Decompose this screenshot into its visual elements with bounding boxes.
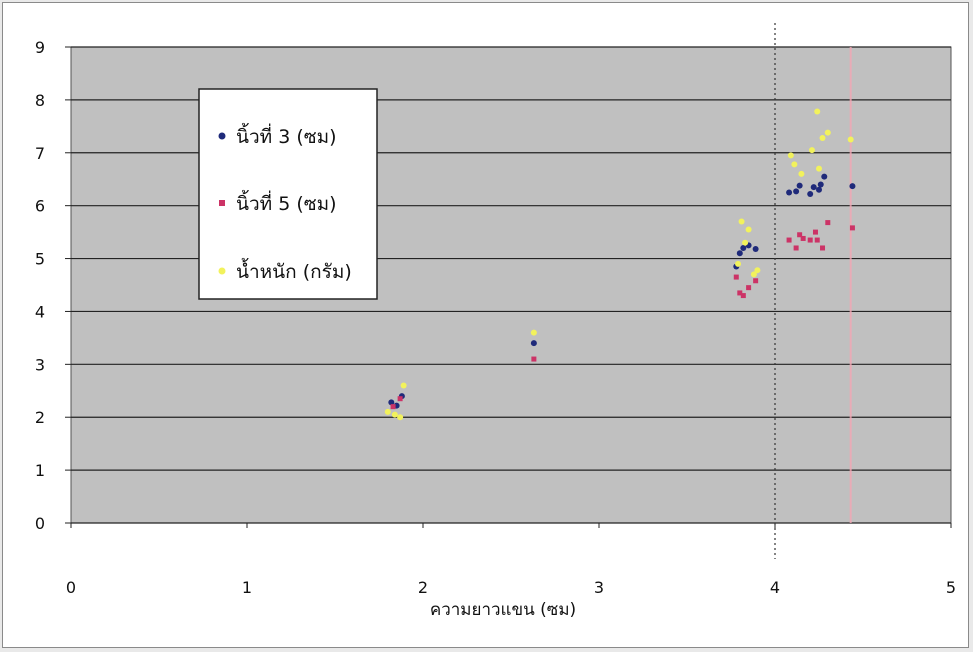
point-series-2-1 [397, 396, 403, 402]
point-series-2-17 [849, 225, 855, 231]
point-series-1-9 [786, 189, 793, 196]
point-series-2-9 [793, 245, 799, 251]
data-points [384, 108, 856, 421]
point-series-3-7 [742, 239, 749, 246]
point-series-1-3 [530, 340, 537, 347]
y-tick-label: 1 [35, 461, 45, 480]
legend-marker-1 [218, 132, 226, 140]
point-series-2-8 [786, 237, 792, 243]
legend: นิ้วที่ 3 (ซม) นิ้วที่ 5 (ซม) น้ำหนัก (กรั… [198, 88, 378, 300]
y-tick-label: 6 [35, 197, 45, 216]
legend-label-3: น้ำหนัก (กรัม) [236, 258, 352, 283]
y-tick-label: 7 [35, 144, 45, 163]
point-series-3-4 [530, 329, 537, 336]
x-tick-label: 0 [66, 578, 76, 597]
point-series-2-16 [825, 220, 831, 226]
point-series-3-19 [847, 136, 854, 143]
point-series-2-0 [390, 404, 396, 410]
point-series-1-13 [810, 184, 817, 191]
point-series-2-12 [807, 237, 813, 243]
point-series-3-17 [819, 134, 826, 141]
legend-marker-3 [218, 267, 226, 275]
y-tick-label: 8 [35, 91, 45, 110]
y-tick-label: 4 [35, 302, 45, 321]
point-series-2-2 [531, 356, 537, 362]
point-series-3-10 [754, 267, 761, 274]
y-tick-label: 2 [35, 408, 45, 427]
scatter-chart: 0 1 2 3 4 5 6 7 8 9 0 1 2 3 4 5 ความยาวแขน (ซม) นิ้วที… [35, 23, 956, 620]
point-series-3-1 [391, 411, 398, 418]
point-series-1-8 [752, 246, 759, 253]
point-series-3-18 [824, 129, 831, 136]
point-series-1-6 [740, 244, 747, 251]
point-series-3-5 [735, 260, 742, 267]
point-series-2-15 [820, 245, 826, 251]
x-tick-label: 3 [594, 578, 604, 597]
point-series-3-15 [814, 108, 821, 115]
point-series-2-3 [733, 274, 739, 280]
y-tick-label: 5 [35, 250, 45, 269]
legend-items: นิ้วที่ 3 (ซม) นิ้วที่ 5 (ซม) น้ำหนัก (กรั… [218, 123, 352, 283]
point-series-3-12 [791, 161, 798, 168]
legend-label-2: นิ้วที่ 5 (ซม) [236, 190, 337, 215]
point-series-3-9 [750, 271, 757, 278]
point-series-3-2 [397, 414, 404, 421]
point-series-3-8 [745, 226, 752, 233]
y-axis-tick-labels: 0 1 2 3 4 5 6 7 8 9 [35, 38, 45, 533]
point-series-3-6 [738, 218, 745, 225]
legend-marker-2 [219, 200, 225, 206]
point-series-1-12 [807, 191, 814, 198]
x-axis-tick-labels: 0 1 2 3 4 5 [66, 578, 956, 597]
point-series-3-0 [384, 408, 391, 415]
point-series-2-14 [814, 237, 820, 243]
x-tick-label: 1 [242, 578, 252, 597]
point-series-1-15 [817, 181, 824, 188]
x-tick-label: 2 [418, 578, 428, 597]
reference-lines [774, 23, 852, 559]
point-series-2-10 [797, 232, 803, 238]
point-series-2-11 [800, 235, 806, 241]
point-series-3-14 [808, 147, 815, 154]
y-tick-label: 0 [35, 514, 45, 533]
point-series-2-13 [812, 229, 818, 235]
x-axis-title: ความยาวแขน (ซม) [430, 600, 576, 620]
point-series-3-3 [400, 382, 407, 389]
point-series-2-7 [753, 278, 759, 284]
point-series-1-5 [736, 250, 743, 257]
point-series-1-14 [816, 186, 822, 193]
point-series-3-16 [816, 165, 822, 172]
x-tick-label: 4 [770, 578, 780, 597]
x-tick-label: 5 [946, 578, 956, 597]
point-series-2-6 [746, 285, 752, 291]
legend-box [198, 88, 378, 300]
point-series-3-13 [798, 170, 805, 177]
point-series-1-10 [793, 188, 800, 195]
y-tick-label: 9 [35, 38, 45, 57]
point-series-1-11 [796, 182, 803, 189]
point-series-2-4 [737, 290, 743, 296]
legend-label-1: นิ้วที่ 3 (ซม) [236, 123, 337, 148]
point-series-2-5 [740, 293, 746, 299]
point-series-3-11 [787, 152, 794, 159]
y-tick-label: 3 [35, 355, 45, 374]
point-series-1-17 [849, 183, 856, 190]
point-series-1-0 [388, 399, 395, 406]
point-series-1-16 [821, 173, 828, 180]
